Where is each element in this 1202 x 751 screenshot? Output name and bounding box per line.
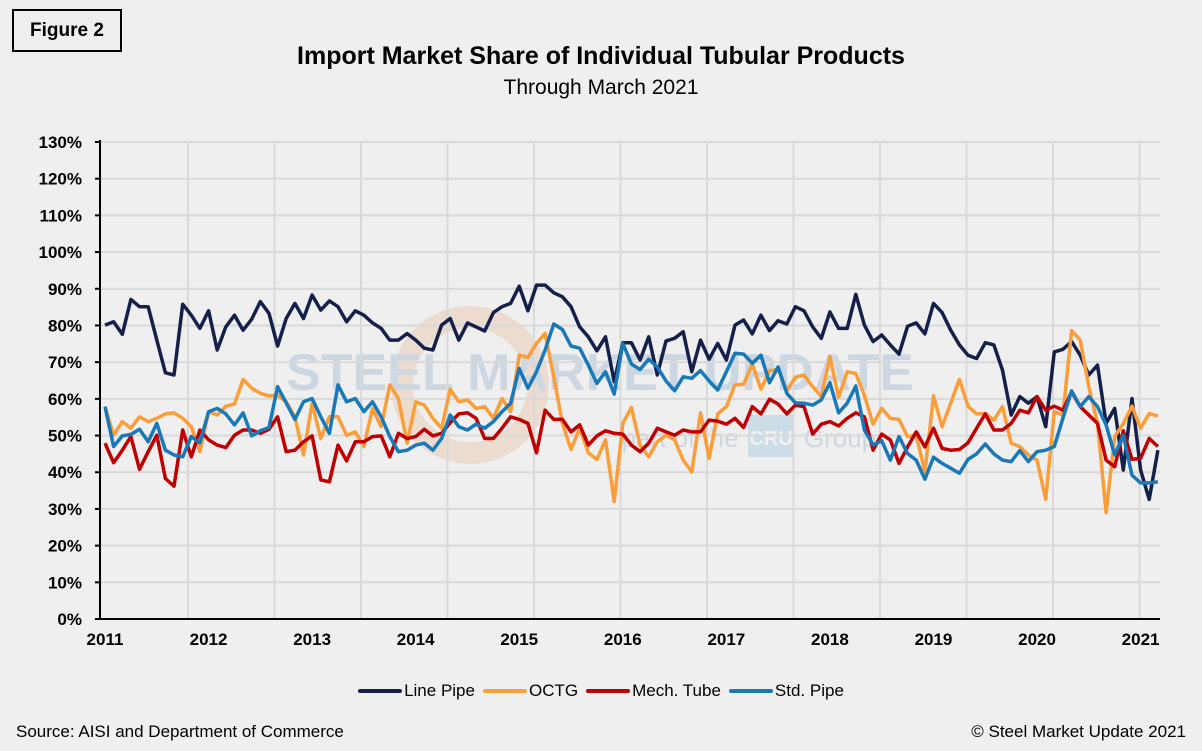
legend-label: OCTG [528,681,579,700]
legend-item-octg: OCTG [482,681,579,701]
series-line-mech-tube [103,390,1160,488]
series-line-std-pipe [103,322,1159,485]
x-tick-label: 2018 [811,630,849,649]
y-tick-label: 130% [39,133,82,152]
chart-title: Import Market Share of Individual Tubula… [297,42,905,70]
y-tick-label: 30% [48,500,82,519]
y-tick-label: 50% [48,427,82,446]
chart-subtitle: Through March 2021 [503,76,699,99]
source-note: Source: AISI and Department of Commerce [16,722,344,741]
y-tick-label: 0% [57,610,82,629]
x-tick-label: 2014 [397,630,435,649]
x-tick-label: 2013 [293,630,331,649]
y-tick-label: 40% [48,463,82,482]
y-tick-label: 110% [39,206,82,225]
legend-item-mech-tube: Mech. Tube [586,681,721,701]
series-line-octg [103,328,1159,515]
legend-item-std-pipe: Std. Pipe [728,681,844,701]
y-tick-label: 80% [48,316,82,335]
svg-text:STEEL MARKET UPDATE: STEEL MARKET UPDATE [286,344,914,402]
legend-swatch [482,689,527,693]
legend-item-line-pipe: Line Pipe [358,681,475,701]
legend-label: Std. Pipe [774,681,844,700]
x-tick-label: 2011 [87,630,124,649]
y-tick-label: 20% [48,537,82,556]
y-tick-label: 90% [48,280,82,299]
legend-swatch [358,689,403,693]
x-tick-label: 2017 [707,630,745,649]
legend-label: Mech. Tube [632,681,721,700]
series-line-line-pipe [104,283,1160,502]
y-tick-label: 60% [48,390,82,409]
x-tick-label: 2020 [1018,630,1056,649]
x-tick-label: 2015 [500,630,538,649]
y-tick-label: 70% [48,353,82,372]
legend: Line Pipe OCTG Mech. Tube Std. Pipe [0,681,1202,701]
legend-swatch [586,689,631,693]
copyright-note: © Steel Market Update 2021 [971,722,1186,741]
x-tick-label: 2019 [915,630,953,649]
x-tick-label: 2016 [604,630,642,649]
legend-swatch [728,689,773,693]
watermark-logo: STEEL MARKET UPDATE part of the CRU Grou… [286,306,914,464]
legend-label: Line Pipe [404,681,475,700]
x-tick-label: 2012 [190,630,228,649]
y-tick-label: 100% [39,243,82,262]
y-tick-label: 120% [39,170,82,189]
figure-label: Figure 2 [12,9,122,52]
y-tick-label: 10% [48,573,82,592]
x-tick-label: 2021 [1122,630,1160,649]
svg-text:CRU: CRU [749,428,792,450]
